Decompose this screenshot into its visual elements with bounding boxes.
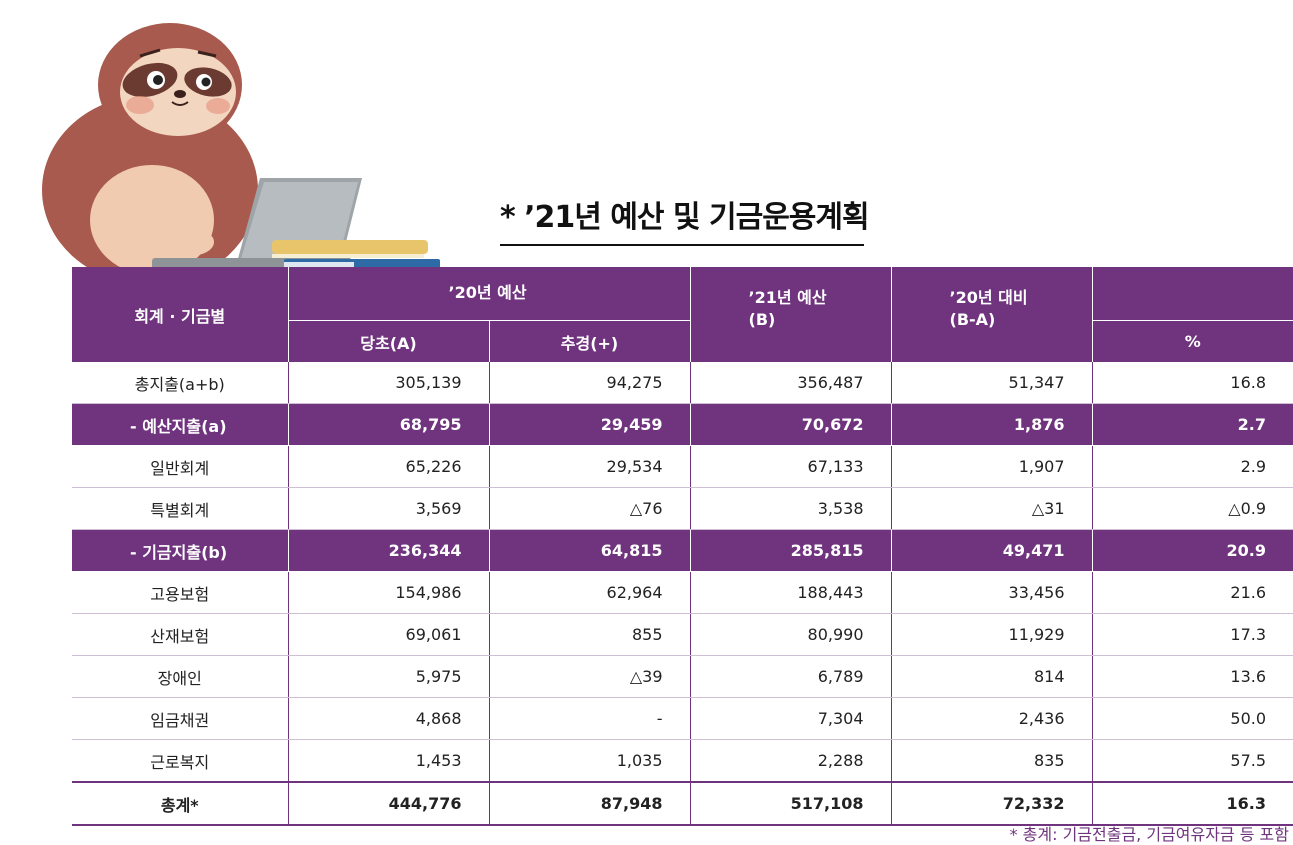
table-row: 일반회계 65,226 29,534 67,133 1,907 2.9 <box>72 445 1293 488</box>
cell-b: 7,304 <box>690 697 892 740</box>
cell-a: 69,061 <box>288 613 490 656</box>
cell-b: 188,443 <box>690 571 892 614</box>
cell-a: 65,226 <box>288 445 490 488</box>
cell-a: 444,776 <box>288 781 490 826</box>
cell-b: 70,672 <box>690 403 892 446</box>
cell-pct: 21.6 <box>1092 571 1293 614</box>
cell-b: 356,487 <box>690 362 892 404</box>
table-row: 고용보험 154,986 62,964 188,443 33,456 21.6 <box>72 571 1293 614</box>
header-vs20: ’20년 대비 (B-A) <box>891 267 1093 362</box>
header-account: 회계 · 기금별 <box>72 267 289 362</box>
table-row: 총지출(a+b) 305,139 94,275 356,487 51,347 16.8 <box>72 362 1293 404</box>
cell-sup: 64,815 <box>489 529 691 572</box>
cell-diff: 51,347 <box>891 362 1093 404</box>
row-label: 산재보험 <box>72 613 289 656</box>
cell-diff: 33,456 <box>891 571 1093 614</box>
table-row: 근로복지 1,453 1,035 2,288 835 57.5 <box>72 739 1293 783</box>
header-budget20: ’20년 예산 <box>288 267 691 321</box>
sloth-illustration <box>42 23 440 280</box>
row-label: 임금채권 <box>72 697 289 740</box>
cell-pct: 50.0 <box>1092 697 1293 740</box>
cell-b: 285,815 <box>690 529 892 572</box>
cell-a: 1,453 <box>288 739 490 783</box>
row-label: 특별회계 <box>72 487 289 530</box>
cell-sup: - <box>489 697 691 740</box>
cell-sup: 29,534 <box>489 445 691 488</box>
cell-diff: 49,471 <box>891 529 1093 572</box>
table-row: - 예산지출(a) 68,795 29,459 70,672 1,876 2.7 <box>72 403 1293 446</box>
cell-b: 6,789 <box>690 655 892 698</box>
header-supplementary: 추경(+) <box>489 320 691 362</box>
page-title: * ’21년 예산 및 기금운용계획 <box>500 192 870 246</box>
cell-b: 517,108 <box>690 781 892 826</box>
cell-sup: 855 <box>489 613 691 656</box>
cell-pct: 20.9 <box>1092 529 1293 572</box>
row-label: 일반회계 <box>72 445 289 488</box>
cell-diff: 814 <box>891 655 1093 698</box>
cell-b: 3,538 <box>690 487 892 530</box>
cell-a: 154,986 <box>288 571 490 614</box>
table-row: - 기금지출(b) 236,344 64,815 285,815 49,471 20.9 <box>72 529 1293 572</box>
header-blank <box>1092 267 1293 321</box>
cell-a: 305,139 <box>288 362 490 404</box>
cell-diff: 72,332 <box>891 781 1093 826</box>
row-label: 장애인 <box>72 655 289 698</box>
cell-a: 3,569 <box>288 487 490 530</box>
table-row: 장애인 5,975 △39 6,789 814 13.6 <box>72 655 1293 698</box>
row-label: - 기금지출(b) <box>72 529 289 572</box>
cell-b: 80,990 <box>690 613 892 656</box>
cell-b: 2,288 <box>690 739 892 783</box>
table-row: 산재보험 69,061 855 80,990 11,929 17.3 <box>72 613 1293 656</box>
cell-a: 68,795 <box>288 403 490 446</box>
cell-sup: △76 <box>489 487 691 530</box>
cell-sup: 29,459 <box>489 403 691 446</box>
cell-sup: 87,948 <box>489 781 691 826</box>
cell-sup: 94,275 <box>489 362 691 404</box>
cell-diff: 2,436 <box>891 697 1093 740</box>
table-row: 총계* 444,776 87,948 517,108 72,332 16.3 <box>72 781 1293 826</box>
cell-a: 4,868 <box>288 697 490 740</box>
cell-pct: △0.9 <box>1092 487 1293 530</box>
cell-pct: 16.3 <box>1092 781 1293 826</box>
cell-diff: 835 <box>891 739 1093 783</box>
cell-b: 67,133 <box>690 445 892 488</box>
cell-diff: 11,929 <box>891 613 1093 656</box>
cell-a: 236,344 <box>288 529 490 572</box>
cell-pct: 13.6 <box>1092 655 1293 698</box>
cell-pct: 57.5 <box>1092 739 1293 783</box>
cell-sup: 62,964 <box>489 571 691 614</box>
row-label: - 예산지출(a) <box>72 403 289 446</box>
cell-sup: △39 <box>489 655 691 698</box>
cell-sup: 1,035 <box>489 739 691 783</box>
cell-pct: 16.8 <box>1092 362 1293 404</box>
cell-pct: 2.7 <box>1092 403 1293 446</box>
table-row: 임금채권 4,868-7,304 2,436 50.0 <box>72 697 1293 740</box>
cell-diff: △31 <box>891 487 1093 530</box>
header-budget21: ’21년 예산 (B) <box>690 267 892 362</box>
row-label: 총지출(a+b) <box>72 362 289 404</box>
footnote: * 총계: 기금전출금, 기금여유자금 등 포함 <box>1009 825 1289 844</box>
cell-a: 5,975 <box>288 655 490 698</box>
cell-pct: 2.9 <box>1092 445 1293 488</box>
row-label: 고용보험 <box>72 571 289 614</box>
budget-table: 회계 · 기금별 ’20년 예산 ’21년 예산 (B) ’20년 대비 (B-A)… <box>72 267 1293 826</box>
cell-diff: 1,876 <box>891 403 1093 446</box>
header-percent: % <box>1092 320 1293 362</box>
cell-diff: 1,907 <box>891 445 1093 488</box>
header-initial: 당초(A) <box>288 320 490 362</box>
row-label: 근로복지 <box>72 739 289 783</box>
cell-pct: 17.3 <box>1092 613 1293 656</box>
row-label: 총계* <box>72 781 289 826</box>
table-row: 특별회계 3,569 △76 3,538 △31 △0.9 <box>72 487 1293 530</box>
